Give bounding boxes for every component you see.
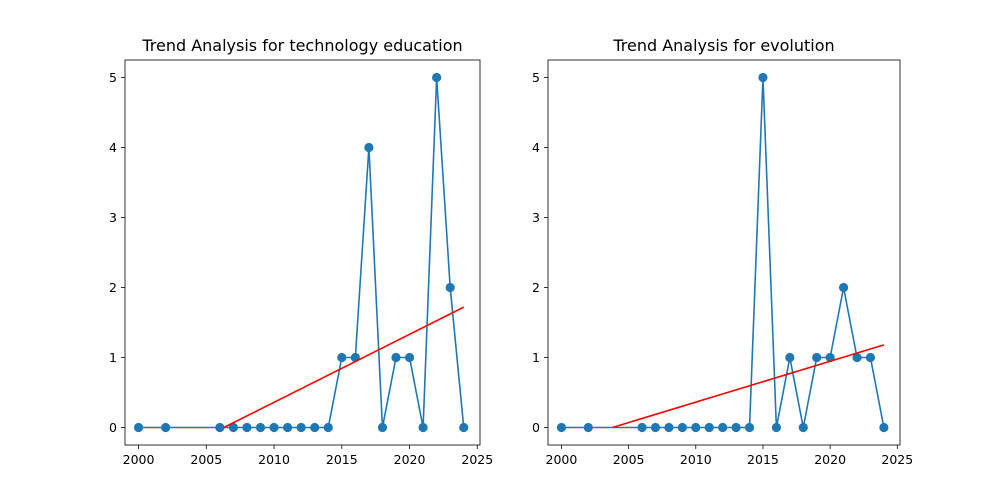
data-point bbox=[771, 422, 781, 433]
x-tick-label: 2025 bbox=[461, 452, 493, 467]
chart-panel-1: Trend Analysis for technology education 2… bbox=[109, 36, 493, 467]
data-point bbox=[255, 422, 266, 433]
data-point bbox=[404, 352, 415, 363]
x-tick-label: 2005 bbox=[190, 452, 222, 467]
y-tick-label: 3 bbox=[109, 210, 117, 225]
x-tick-label: 2000 bbox=[546, 452, 578, 467]
chart-title: Trend Analysis for technology education bbox=[141, 36, 462, 55]
data-point bbox=[364, 142, 374, 153]
data-point bbox=[323, 422, 333, 433]
data-point bbox=[812, 352, 822, 363]
x-tick-label: 2000 bbox=[123, 452, 155, 467]
data-point bbox=[664, 422, 674, 433]
x-tick-label: 2020 bbox=[814, 452, 846, 467]
data-point bbox=[838, 282, 849, 293]
data-point bbox=[758, 72, 768, 83]
y-tick-label: 4 bbox=[109, 140, 117, 155]
series-line bbox=[561, 77, 885, 429]
x-tick-label: 2005 bbox=[613, 452, 645, 467]
x-tick-label: 2010 bbox=[680, 452, 712, 467]
chart-title: Trend Analysis for evolution bbox=[612, 36, 834, 55]
data-point bbox=[785, 352, 795, 363]
x-tick-label: 2025 bbox=[881, 452, 913, 467]
data-point bbox=[459, 422, 469, 433]
data-point bbox=[296, 422, 306, 433]
data-point bbox=[242, 422, 252, 433]
y-tick-label: 2 bbox=[109, 280, 117, 295]
x-tick-label: 2015 bbox=[747, 452, 779, 467]
y-tick-label: 5 bbox=[532, 70, 540, 85]
y-tick-label: 0 bbox=[109, 420, 117, 435]
data-point bbox=[744, 422, 755, 433]
data-point bbox=[337, 352, 347, 363]
data-point bbox=[391, 352, 401, 363]
data-point bbox=[731, 422, 741, 433]
data-point bbox=[133, 422, 144, 433]
data-point bbox=[637, 422, 647, 433]
chart-panel-2: Trend Analysis for evolution 2000 2005 2010… bbox=[532, 36, 913, 467]
data-point bbox=[282, 422, 293, 433]
data-point bbox=[798, 422, 808, 433]
data-point bbox=[718, 422, 728, 433]
y-tick-label: 5 bbox=[109, 70, 117, 85]
data-point bbox=[865, 352, 876, 363]
x-tick-label: 2020 bbox=[394, 452, 426, 467]
data-point bbox=[228, 422, 238, 433]
data-point bbox=[852, 352, 862, 363]
axes-frame bbox=[547, 59, 901, 446]
data-point bbox=[691, 422, 701, 433]
data-point bbox=[418, 422, 428, 433]
data-point bbox=[161, 422, 171, 433]
y-tick-label: 4 bbox=[532, 140, 540, 155]
x-tick-label: 2010 bbox=[258, 452, 290, 467]
data-point bbox=[704, 422, 714, 433]
data-point bbox=[310, 422, 320, 433]
data-point bbox=[377, 422, 388, 433]
data-point bbox=[269, 422, 279, 433]
data-point bbox=[650, 422, 661, 433]
data-point bbox=[677, 422, 687, 433]
x-tick-label: 2015 bbox=[326, 452, 358, 467]
data-point bbox=[432, 72, 442, 83]
trend-line bbox=[223, 306, 465, 429]
data-point bbox=[879, 422, 889, 433]
trend-line bbox=[612, 344, 885, 429]
y-tick-label: 1 bbox=[532, 350, 540, 365]
data-point bbox=[556, 422, 567, 433]
data-point bbox=[445, 282, 455, 293]
y-tick-label: 3 bbox=[532, 210, 540, 225]
series-line bbox=[138, 77, 465, 429]
y-tick-label: 0 bbox=[532, 420, 540, 435]
axes-frame bbox=[124, 59, 481, 446]
y-tick-label: 1 bbox=[109, 350, 117, 365]
data-point bbox=[583, 422, 593, 433]
y-tick-label: 2 bbox=[532, 280, 540, 295]
data-point bbox=[215, 422, 225, 433]
